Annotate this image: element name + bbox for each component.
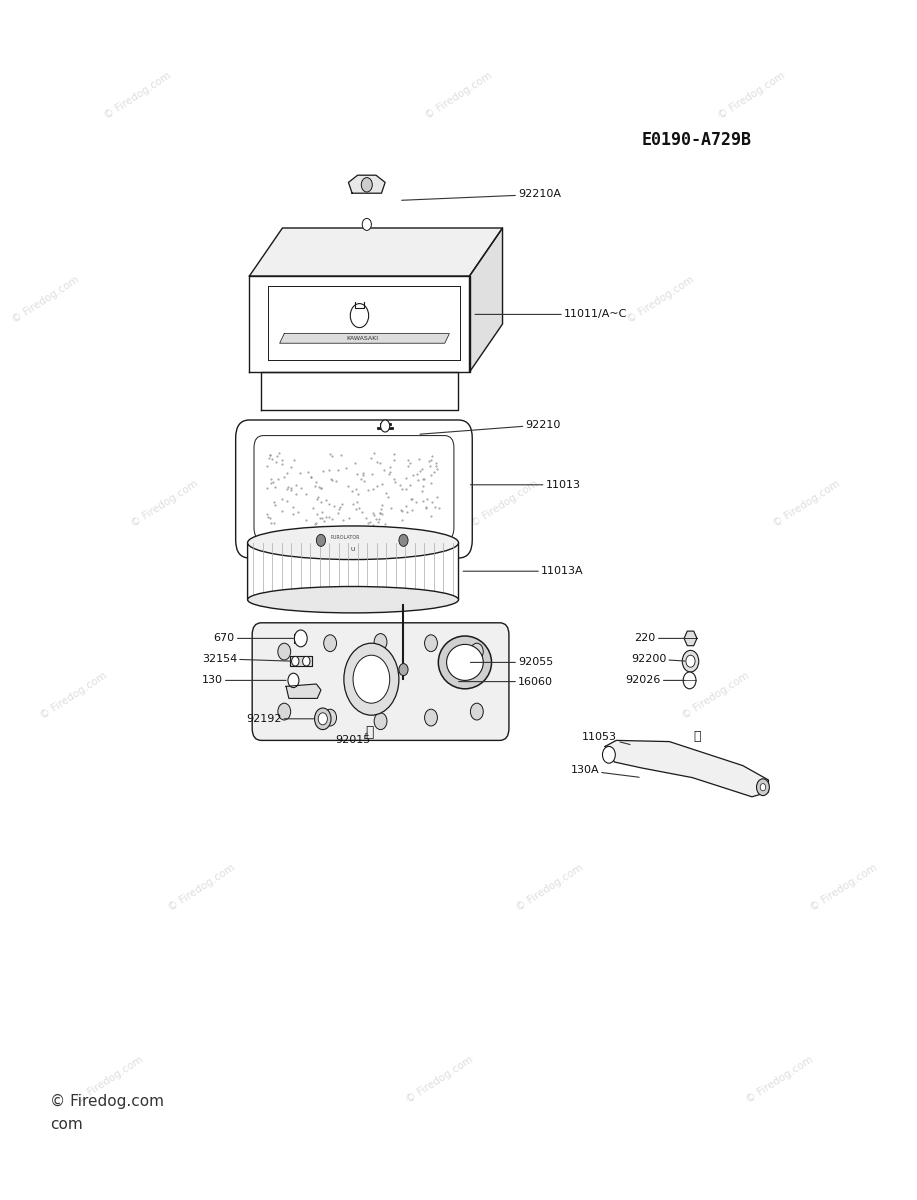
Text: © Firedog.com: © Firedog.com — [103, 71, 172, 121]
Text: © Firedog.com: © Firedog.com — [39, 671, 108, 721]
Text: © Firedog.com: © Firedog.com — [11, 275, 81, 325]
Circle shape — [757, 779, 769, 796]
Text: 92026: 92026 — [625, 676, 685, 685]
Circle shape — [682, 650, 699, 672]
Circle shape — [292, 656, 299, 666]
Ellipse shape — [447, 644, 483, 680]
Polygon shape — [280, 334, 449, 343]
Circle shape — [374, 634, 387, 650]
Text: © Firedog.com: © Firedog.com — [350, 671, 420, 721]
Ellipse shape — [248, 526, 458, 559]
Circle shape — [324, 709, 337, 726]
FancyBboxPatch shape — [252, 623, 509, 740]
Circle shape — [278, 643, 291, 660]
FancyBboxPatch shape — [248, 542, 458, 600]
Text: 92210: 92210 — [420, 420, 561, 434]
Text: Ⓐ: Ⓐ — [693, 731, 701, 743]
Text: © Firedog.com: © Firedog.com — [772, 479, 842, 529]
Circle shape — [760, 784, 766, 791]
Text: 92200: 92200 — [631, 654, 685, 664]
Text: Ⓐ: Ⓐ — [365, 725, 374, 739]
Circle shape — [381, 420, 390, 432]
Circle shape — [602, 746, 615, 763]
Circle shape — [399, 664, 408, 676]
Circle shape — [425, 635, 437, 652]
Text: © Firedog.com: © Firedog.com — [50, 1094, 164, 1109]
Polygon shape — [249, 228, 503, 276]
Polygon shape — [348, 175, 385, 193]
Text: © Firedog.com: © Firedog.com — [717, 71, 787, 121]
Text: 11013: 11013 — [470, 480, 580, 490]
Text: E0190-A729B: E0190-A729B — [642, 132, 752, 150]
Polygon shape — [684, 631, 697, 646]
Text: com: com — [50, 1117, 83, 1132]
Polygon shape — [249, 276, 470, 372]
Ellipse shape — [438, 636, 492, 689]
Circle shape — [470, 643, 483, 660]
Text: © Firedog.com: © Firedog.com — [424, 71, 493, 121]
Circle shape — [278, 703, 291, 720]
Text: © Firedog.com: © Firedog.com — [470, 479, 539, 529]
Circle shape — [316, 534, 326, 546]
Circle shape — [683, 672, 696, 689]
Circle shape — [350, 304, 369, 328]
Circle shape — [288, 673, 299, 688]
Text: © Firedog.com: © Firedog.com — [625, 275, 695, 325]
FancyBboxPatch shape — [254, 436, 454, 540]
Text: PUROLATOR: PUROLATOR — [330, 535, 359, 540]
Circle shape — [353, 655, 390, 703]
Circle shape — [361, 178, 372, 192]
Circle shape — [470, 703, 483, 720]
Text: 92210A: 92210A — [402, 190, 561, 200]
Circle shape — [315, 708, 331, 730]
Text: © Firedog.com: © Firedog.com — [130, 479, 200, 529]
Text: 670: 670 — [214, 634, 293, 643]
Circle shape — [374, 713, 387, 730]
Text: © Firedog.com: © Firedog.com — [75, 1055, 145, 1105]
Text: 220: 220 — [635, 634, 685, 643]
FancyBboxPatch shape — [236, 420, 472, 558]
Text: 32154: 32154 — [202, 654, 291, 664]
Ellipse shape — [248, 587, 458, 613]
Polygon shape — [261, 372, 458, 410]
Text: © Firedog.com: © Firedog.com — [405, 1055, 475, 1105]
Circle shape — [425, 709, 437, 726]
Text: 130A: 130A — [570, 766, 639, 778]
Text: © Firedog.com: © Firedog.com — [809, 863, 878, 913]
Text: 130: 130 — [202, 676, 286, 685]
Circle shape — [344, 643, 399, 715]
Polygon shape — [605, 740, 768, 797]
Text: © Firedog.com: © Firedog.com — [680, 671, 750, 721]
Polygon shape — [286, 684, 321, 698]
Circle shape — [303, 656, 310, 666]
Circle shape — [686, 655, 695, 667]
Circle shape — [362, 218, 371, 230]
Text: U: U — [351, 547, 355, 552]
Text: KAWASAKI: KAWASAKI — [346, 336, 379, 341]
Polygon shape — [290, 656, 312, 666]
Polygon shape — [470, 228, 503, 372]
Text: © Firedog.com: © Firedog.com — [314, 275, 383, 325]
Text: 16060: 16060 — [458, 677, 553, 686]
Circle shape — [324, 635, 337, 652]
Text: 11053: 11053 — [582, 732, 630, 744]
Text: © Firedog.com: © Firedog.com — [745, 1055, 814, 1105]
Text: © Firedog.com: © Firedog.com — [167, 863, 237, 913]
Circle shape — [399, 534, 408, 546]
Text: 92055: 92055 — [470, 658, 553, 667]
Text: 11013A: 11013A — [463, 566, 583, 576]
Circle shape — [294, 630, 307, 647]
Text: 92015: 92015 — [336, 733, 370, 745]
Text: 92192: 92192 — [246, 714, 314, 724]
Text: 11011/A~C: 11011/A~C — [475, 310, 627, 319]
Text: © Firedog.com: © Firedog.com — [515, 863, 585, 913]
Circle shape — [318, 713, 327, 725]
